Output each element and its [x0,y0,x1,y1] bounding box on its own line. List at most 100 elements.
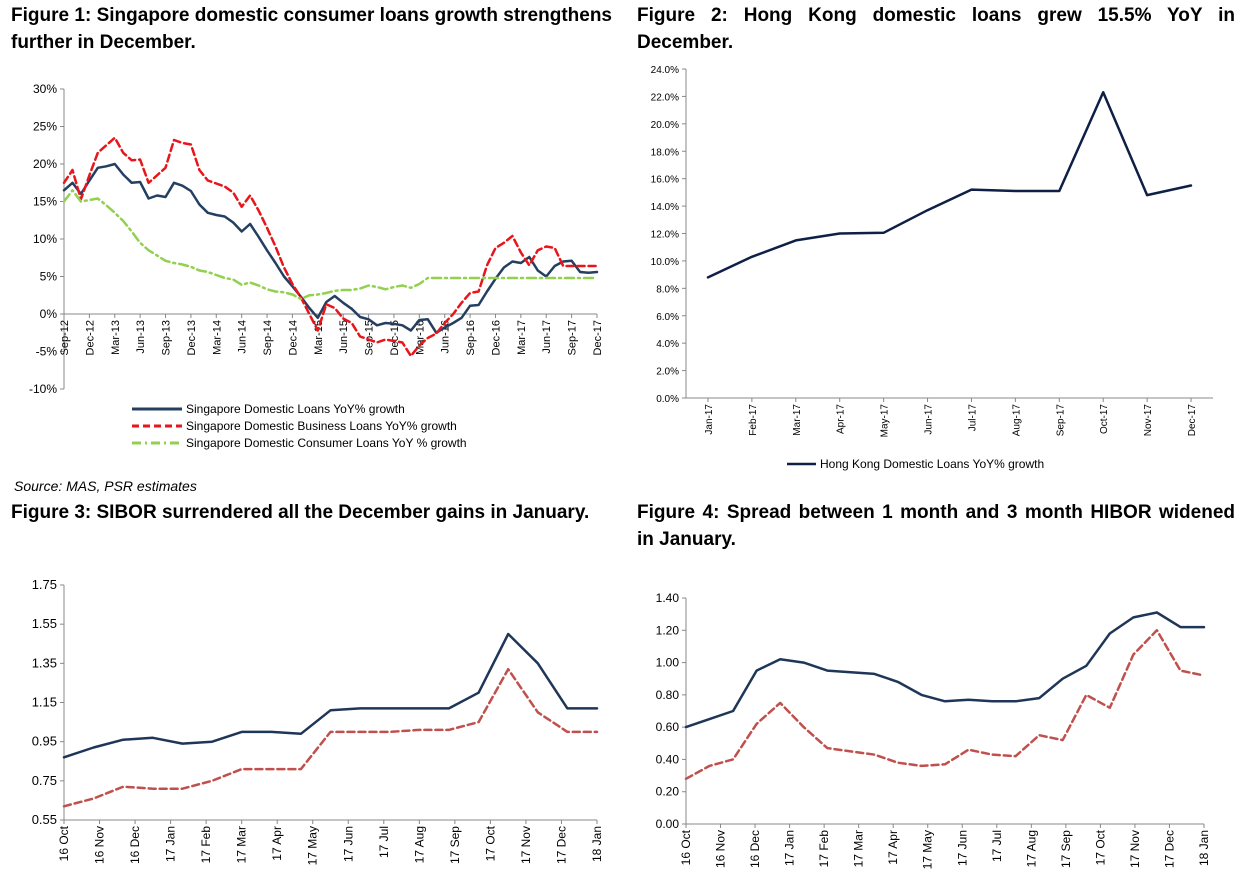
x-tick-label: 16 Oct [57,825,71,861]
figure2-chart: 24.0% 22.0% 20.0% 18.0% 16.0% 14.0% 12.0% 10.0%… [651,65,1213,471]
y-tick-label: 30% [33,82,57,96]
x-tick-label: Dec-14 [287,320,299,355]
y-tick-label: 1.20 [656,623,680,637]
x-tick-label: Jun-13 [135,320,147,354]
y-tick-label: 15% [33,195,57,209]
x-tick-label: Sep-13 [161,320,173,355]
series-line [684,629,1206,781]
y-tick-label: 12.0% [651,230,679,241]
x-tick-label: 17 Sep [1059,830,1073,868]
y-tick-label: 0.80 [656,688,680,702]
y-tick-label: 2.0% [656,367,679,378]
x-tick-label: Aug-17 [1011,404,1022,437]
x-tick-label: 17 Aug [412,826,426,863]
x-tick-label: Dec-16 [490,320,502,355]
y-tick-label: 16.0% [651,175,679,186]
y-tick-label: -10% [29,382,57,396]
y-tick-label: 1.15 [32,695,57,710]
x-tick-label: Jan-17 [704,404,715,435]
x-tick-label: Mar-13 [110,320,122,355]
y-tick-label: 1.55 [32,616,57,631]
x-tick-label: Dec-17 [1187,404,1198,437]
legend-label: Hong Kong Domestic Loans YoY% growth [820,457,1044,471]
x-tick-label: Sep-14 [262,320,274,355]
y-tick-label: 0% [40,307,58,321]
y-tick-label: 10.0% [651,257,679,268]
series-line [706,91,1193,279]
x-tick-label: Apr-17 [836,404,847,434]
x-tick-label: Sep-17 [567,320,579,355]
figure1-chart: 30% 25% 20% 15% 10% 5% 0% -5% -10% Sep-12 Dec-12 Ma… [29,82,604,450]
x-tick-label: 17 Jun [341,826,355,862]
x-tick-label: 17 Jun [955,830,969,866]
y-tick-label: 0.40 [656,752,680,766]
x-tick-label: Mar-14 [211,320,223,355]
x-tick-label: 17 Nov [1128,830,1142,868]
x-tick-label: 17 Nov [519,826,533,864]
y-tick-label: 0.75 [32,773,57,788]
legend-label: Singapore Domestic Consumer Loans YoY % … [186,436,467,450]
y-tick-label: 20.0% [651,120,679,131]
x-tick-label: Dec-15 [389,320,401,355]
x-tick-label: 17 Oct [483,825,497,861]
x-tick-label: 17 Jan [164,826,178,862]
y-tick-label: 0.00 [656,817,680,831]
x-tick-label: 17 Aug [1024,830,1038,867]
x-tick-label: 17 May [921,830,935,869]
y-tick-label: 4.0% [656,339,679,350]
series-line [684,611,1206,729]
x-tick-label: 18 Jan [1197,830,1211,866]
x-tick-label: 17 Mar [852,830,866,867]
x-tick-label: 17 Sep [448,826,462,864]
series-line [62,136,599,358]
figure3-title: Figure 3: SIBOR surrendered all the Dece… [11,502,590,523]
y-tick-label: 1.75 [32,577,57,592]
x-tick-label: Jun-17 [924,404,935,435]
x-tick-label: 17 Jul [377,826,391,858]
y-tick-label: 0.0% [656,394,679,405]
legend-label: Singapore Domestic Business Loans YoY% g… [186,419,457,433]
y-tick-label: 1.35 [32,655,57,670]
x-tick-label: 17 Oct [1093,829,1107,865]
y-tick-label: 0.55 [32,812,57,827]
y-tick-label: 1.00 [656,656,680,670]
y-tick-label: 5% [40,270,58,284]
y-tick-label: -5% [36,345,58,359]
x-tick-label: Feb-17 [748,404,759,436]
y-tick-label: 14.0% [651,202,679,213]
x-tick-label: Dec-12 [84,320,96,355]
x-tick-label: 17 Apr [270,826,284,861]
figure1-title: Figure 1: Singapore domestic consumer lo… [11,5,612,53]
y-tick-label: 8.0% [656,284,679,295]
x-tick-label: 17 Feb [199,826,213,864]
x-tick-label: 16 Oct [679,829,693,865]
series-line [62,189,599,301]
x-tick-label: 16 Nov [714,830,728,868]
y-tick-label: 22.0% [651,92,679,103]
series-line [62,162,599,335]
y-tick-label: 24.0% [651,65,679,76]
x-tick-label: 17 Apr [886,830,900,865]
figure4-title: Figure 4: Spread between 1 month and 3 m… [637,502,1235,550]
x-tick-label: 17 Jan [783,830,797,866]
x-tick-label: Sep-15 [364,320,376,355]
x-tick-label: 17 Jul [990,830,1004,862]
x-tick-label: Jun-17 [541,320,553,354]
x-tick-label: Mar-17 [792,404,803,436]
x-tick-label: Oct-17 [1099,404,1110,434]
y-tick-label: 25% [33,120,57,134]
x-tick-label: Dec-17 [592,320,604,355]
x-tick-label: 16 Dec [748,830,762,868]
y-tick-label: 18.0% [651,147,679,158]
x-tick-label: Jun-15 [338,320,350,354]
series-line [62,632,599,759]
x-tick-label: Nov-17 [1143,404,1154,437]
x-tick-label: 17 May [306,826,320,865]
y-tick-label: 0.60 [656,720,680,734]
x-tick-label: Sep-17 [1055,404,1066,437]
x-tick-label: May-17 [880,404,891,438]
x-tick-label: Dec-13 [186,320,198,355]
y-tick-label: 0.20 [656,785,680,799]
